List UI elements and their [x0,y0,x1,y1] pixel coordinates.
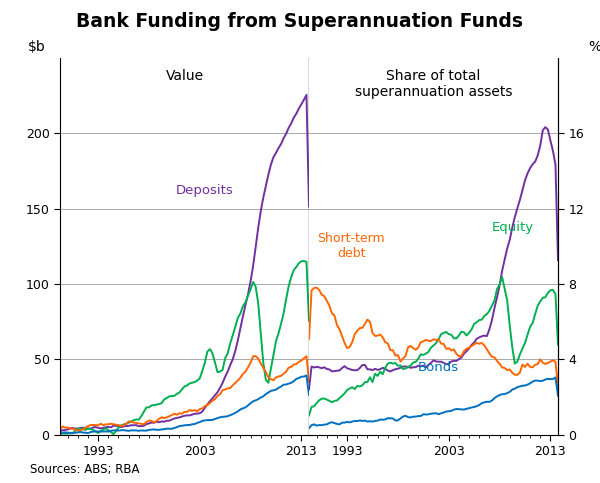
Text: Sources: ABS; RBA: Sources: ABS; RBA [30,463,139,476]
Text: %: % [588,40,600,54]
Text: Bank Funding from Superannuation Funds: Bank Funding from Superannuation Funds [77,12,523,31]
Text: $b: $b [28,40,46,54]
Text: Deposits: Deposits [176,184,233,197]
Text: Bonds: Bonds [418,361,459,374]
Text: Share of total
superannuation assets: Share of total superannuation assets [355,69,512,99]
Text: Value: Value [166,69,203,83]
Text: Short-term
debt: Short-term debt [317,232,385,260]
Text: Equity: Equity [492,221,534,234]
